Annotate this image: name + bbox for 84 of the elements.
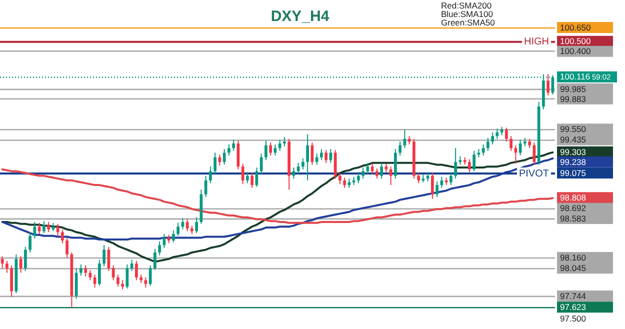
- candlestick: [28, 232, 32, 253]
- candlestick: [42, 220, 46, 234]
- y-tick-label: 97.623: [560, 302, 586, 312]
- candlestick: [302, 158, 304, 170]
- candlestick: [33, 222, 36, 240]
- candlestick: [209, 166, 212, 184]
- candlestick: [66, 237, 68, 259]
- y-tick-label: 100.500: [560, 36, 591, 46]
- candlestick: [154, 248, 156, 271]
- candlestick: [232, 139, 235, 152]
- candlestick: [454, 148, 457, 180]
- y-tick-label: 97.500: [560, 313, 586, 324]
- candlestick: [158, 240, 161, 256]
- candlestick: [380, 162, 383, 180]
- candlestick: [246, 172, 249, 184]
- candlestick: [222, 148, 226, 166]
- y-tick-label: 97.744: [560, 290, 586, 301]
- candlestick: [357, 172, 360, 184]
- y-tick-label: 99.985: [560, 84, 586, 94]
- candlestick: [195, 216, 198, 234]
- y-tick-label: 100.650: [560, 22, 591, 32]
- candlestick: [528, 138, 531, 149]
- candlestick: [269, 142, 272, 156]
- candlestick: [417, 172, 420, 184]
- candlestick: [102, 244, 106, 267]
- candlestick: [436, 180, 438, 198]
- candlestick: [116, 274, 120, 288]
- candlestick: [510, 136, 512, 152]
- text: Green:SMA50: [441, 18, 496, 28]
- candlestick: [324, 149, 328, 164]
- candlestick: [10, 264, 13, 298]
- candlestick: [264, 140, 268, 161]
- y-tick-label: 99.075: [560, 168, 586, 178]
- text: Red:SMA200: [441, 0, 492, 11]
- text: Blue:SMA100: [441, 9, 494, 20]
- y-tick-label: 99.303: [560, 146, 586, 157]
- ref-line-label: PIVOT: [518, 168, 549, 180]
- y-tick-label: 98.160: [560, 252, 586, 262]
- candlestick: [172, 230, 175, 243]
- candlestick: [450, 172, 452, 186]
- y-tick-label: 99.435: [560, 134, 586, 145]
- y-tick-label: 100.116: [560, 72, 590, 82]
- candlestick: [394, 148, 397, 180]
- y-tick-label: 98.692: [560, 203, 586, 214]
- candlestick: [376, 168, 378, 180]
- candlestick: [144, 276, 148, 288]
- candlestick: [362, 166, 364, 180]
- y-tick-label: 98.583: [560, 213, 586, 224]
- candlestick: [135, 260, 138, 281]
- y-tick-label: 99.550: [560, 124, 586, 134]
- candlestick: [6, 260, 8, 274]
- candlestick: [491, 132, 494, 145]
- candlestick: [486, 137, 490, 152]
- candlestick: [98, 259, 101, 286]
- candlestick: [84, 264, 87, 278]
- candlestick: [505, 127, 508, 142]
- y-tick-label: 99.238: [560, 156, 586, 167]
- candlestick: [176, 222, 180, 236]
- candlestick: [343, 177, 346, 188]
- candlestick: [80, 264, 82, 276]
- y-tick-label: 98.808: [560, 192, 586, 203]
- candlestick: [214, 152, 216, 174]
- candlestick: [24, 246, 27, 272]
- candlestick: [468, 158, 471, 173]
- candlestick: [283, 136, 286, 147]
- ref-line-label: HIGH: [524, 36, 549, 48]
- candlestick: [472, 150, 476, 172]
- y-tick-label: 99.883: [560, 94, 586, 104]
- candlestick: [47, 222, 50, 233]
- candlestick: [338, 172, 342, 185]
- y-tick-label: 100.400: [560, 46, 591, 56]
- candlestick: [112, 264, 115, 281]
- candlestick: [320, 148, 323, 161]
- candlestick: [546, 74, 550, 96]
- y-tick-label: 98.045: [560, 262, 586, 273]
- chart-title: DXY_H4: [270, 8, 330, 26]
- candlestick: [250, 172, 254, 188]
- candlestick: [431, 172, 434, 200]
- candlestick: [306, 134, 309, 181]
- candlestick: [121, 280, 124, 290]
- candlestick: [61, 228, 64, 244]
- candlestick: [292, 166, 296, 180]
- candlestick: [398, 141, 402, 156]
- candlestick: [228, 144, 230, 156]
